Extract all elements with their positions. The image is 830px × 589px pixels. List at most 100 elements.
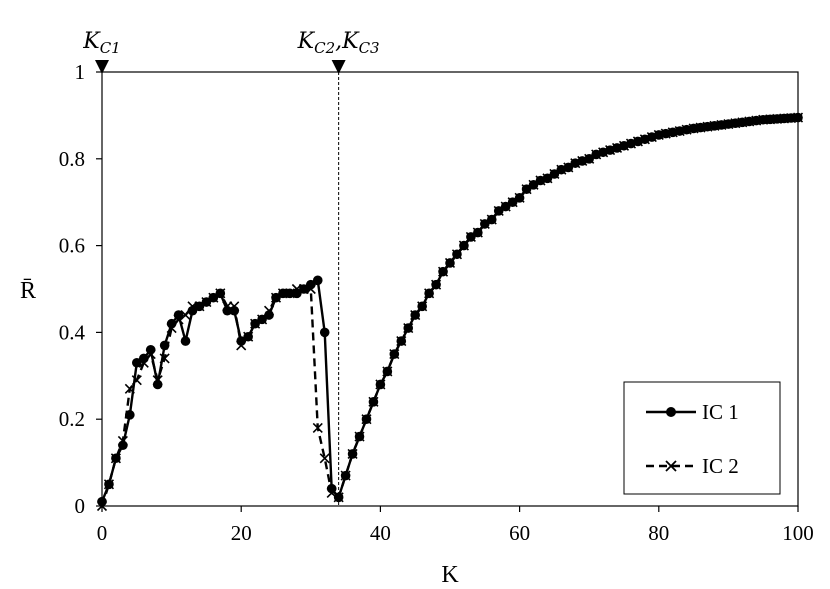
data-point	[333, 492, 344, 503]
legend: IC 1 IC 2	[623, 381, 781, 495]
data-point	[465, 231, 476, 242]
data-point	[437, 266, 449, 277]
data-point	[250, 318, 261, 329]
x-tick-label: 100	[782, 521, 814, 545]
x-axis-title: K	[441, 562, 459, 588]
legend-box	[623, 381, 781, 495]
y-tick-label: 0	[75, 494, 86, 518]
data-point	[263, 305, 275, 316]
data-point	[410, 309, 421, 321]
data-point	[424, 288, 435, 299]
data-point	[639, 134, 650, 145]
data-point	[229, 301, 240, 312]
data-point	[180, 309, 191, 321]
data-point	[507, 197, 518, 208]
data-point	[152, 375, 163, 386]
data-point	[431, 279, 442, 290]
critical-label: KC2,KC3	[297, 29, 380, 57]
data-point	[556, 164, 567, 175]
data-point	[124, 383, 135, 394]
data-point	[326, 487, 337, 499]
data-point	[389, 349, 400, 360]
data-point	[312, 422, 323, 433]
data-point	[347, 448, 358, 459]
data-point	[618, 140, 630, 151]
x-tick-label: 60	[509, 521, 530, 545]
x-tick-label: 80	[648, 521, 669, 545]
y-tick-label: 0.4	[59, 320, 86, 344]
data-point	[403, 322, 414, 334]
y-axis-ticks: 0 0.2 0.4 0.6 0.8 1	[59, 60, 102, 518]
x-tick-label: 20	[231, 521, 252, 545]
data-point	[514, 192, 525, 203]
data-point	[570, 158, 581, 169]
data-point	[549, 168, 560, 180]
data-point	[417, 301, 428, 312]
data-point	[284, 288, 295, 299]
legend-ic1-dot	[666, 407, 676, 417]
data-point	[131, 375, 142, 386]
data-point	[236, 340, 247, 351]
data-point	[528, 179, 539, 190]
data-point	[159, 353, 170, 364]
data-point	[625, 138, 637, 149]
data-point	[584, 153, 595, 164]
data-point	[451, 249, 463, 260]
data-point	[375, 379, 386, 390]
data-point	[500, 201, 511, 212]
data-point	[194, 301, 205, 312]
y-axis-title: R̄	[20, 278, 36, 304]
data-point	[257, 314, 268, 325]
data-point	[632, 136, 643, 147]
critical-label: KC1	[82, 29, 120, 57]
y-tick-label: 1	[75, 60, 86, 84]
x-axis-ticks: 0 20 40 60 80 100	[97, 506, 814, 545]
critical-lines: KC1 KC2,KC3	[82, 29, 380, 506]
data-point	[312, 275, 323, 286]
data-point	[243, 331, 254, 342]
data-point	[535, 175, 546, 186]
data-point	[138, 357, 149, 368]
y-tick-label: 0.8	[59, 147, 85, 171]
legend-ic2-x	[665, 460, 677, 472]
data-point	[458, 240, 469, 251]
x-tick-label: 0	[97, 521, 108, 545]
data-point	[173, 314, 184, 325]
legend-label-ic2: IC 2	[702, 454, 739, 478]
data-point	[201, 296, 212, 308]
data-point	[340, 470, 351, 481]
data-point	[208, 292, 219, 303]
x-tick-label: 40	[370, 521, 391, 545]
data-point	[368, 396, 379, 407]
data-point	[382, 366, 393, 377]
data-point	[479, 218, 490, 229]
data-point	[563, 162, 574, 173]
y-tick-label: 0.2	[59, 407, 85, 431]
data-point	[521, 184, 532, 195]
data-point	[444, 257, 456, 269]
critical-triangle-icon	[331, 60, 346, 74]
data-point	[215, 288, 226, 299]
series-ic-2	[96, 112, 804, 512]
data-point	[166, 322, 177, 334]
data-point	[605, 145, 616, 156]
data-point	[132, 357, 142, 368]
data-point	[103, 479, 115, 490]
data-point	[792, 112, 804, 123]
data-point	[493, 205, 504, 216]
data-point	[396, 336, 407, 347]
data-point	[305, 283, 316, 295]
data-point	[598, 147, 609, 158]
data-point	[472, 227, 483, 238]
data-point	[319, 453, 330, 464]
data-point	[145, 349, 156, 360]
data-point	[117, 435, 128, 446]
series-layer	[96, 112, 804, 512]
critical-triangle-icon	[95, 60, 109, 74]
data-point	[270, 292, 282, 303]
data-point	[180, 336, 191, 346]
y-tick-label: 0.6	[59, 234, 85, 258]
data-point	[486, 214, 497, 225]
data-point	[319, 327, 330, 338]
